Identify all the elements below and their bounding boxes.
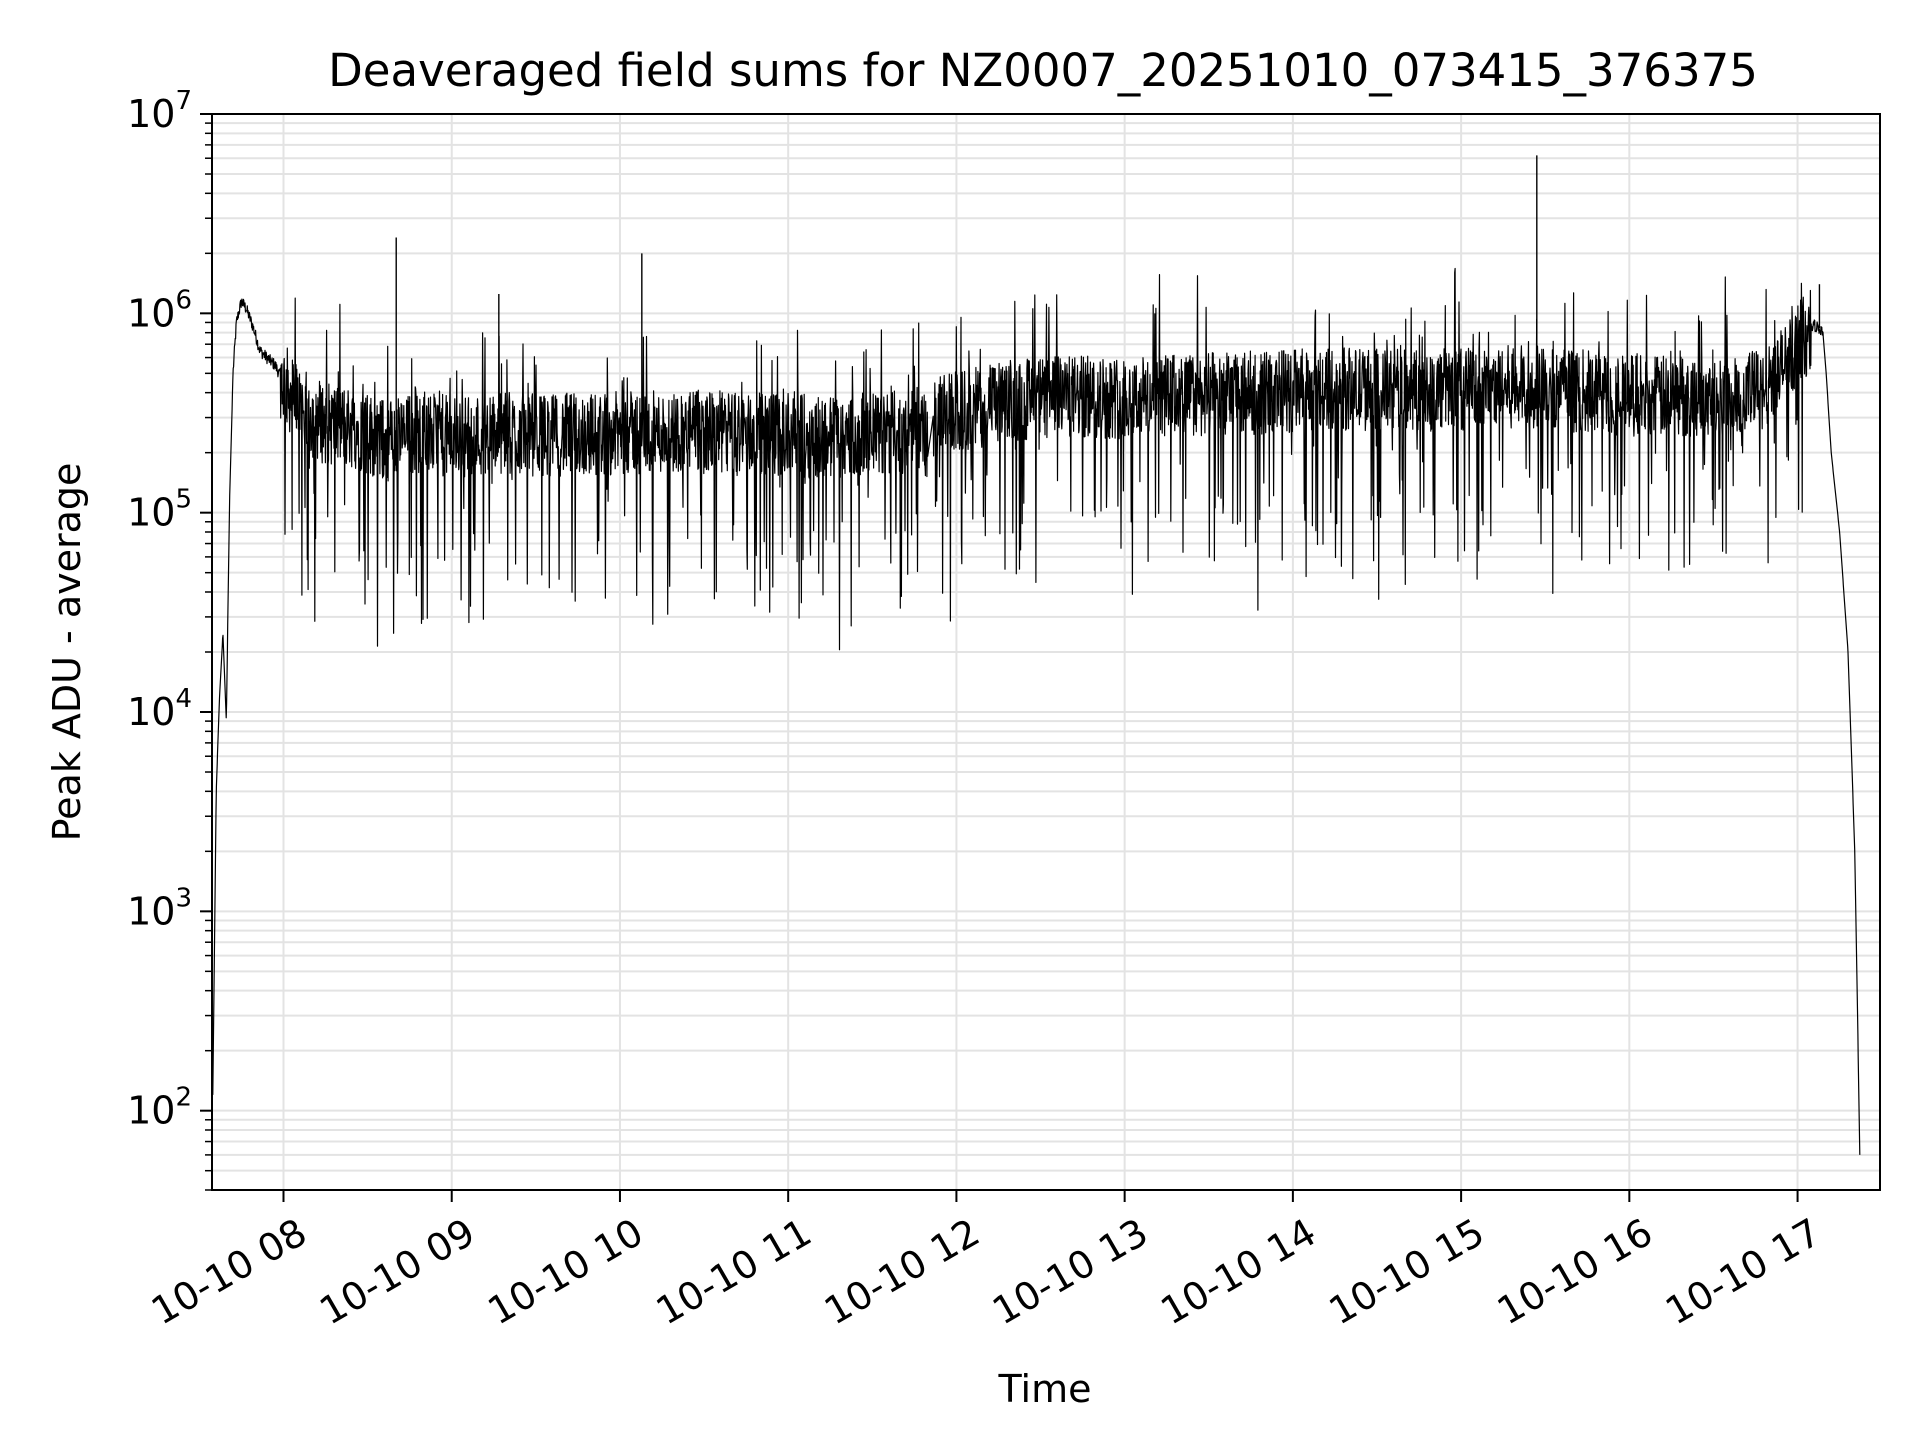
- y-axis: 102 103 104 105 106 107: [127, 86, 212, 1191]
- y-tick-label: 103: [127, 883, 192, 933]
- chart-title: Deaveraged field sums for NZ0007_2025101…: [328, 44, 1758, 97]
- y-axis-label: Peak ADU - average: [45, 463, 89, 842]
- data-series: [212, 155, 1861, 1155]
- y-tick-label: 104: [127, 684, 192, 734]
- x-axis-label: Time: [998, 1367, 1092, 1411]
- series-line: [212, 267, 1861, 1155]
- y-tick-label: 102: [127, 1083, 192, 1133]
- y-tick-label: 107: [127, 86, 192, 136]
- y-tick-label: 105: [127, 485, 192, 535]
- y-tick-label: 106: [127, 285, 192, 335]
